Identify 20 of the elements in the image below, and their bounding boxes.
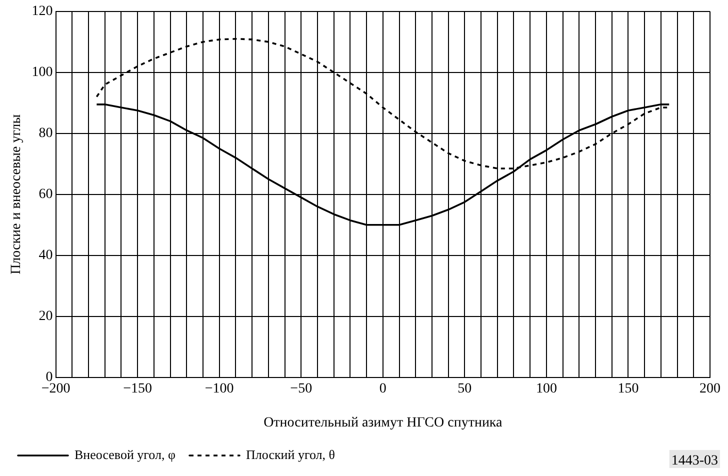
legend-label: Плоский угол, θ	[246, 446, 336, 462]
x-tick-label: −50	[290, 381, 312, 396]
y-tick-label: 40	[38, 248, 53, 264]
x-tick-label: 200	[700, 381, 720, 396]
x-tick-label: 100	[536, 381, 557, 396]
y-tick-label: 80	[38, 126, 53, 142]
x-tick-label: 150	[618, 381, 639, 396]
y-axis-title: Плоские и внеосевые углы	[9, 114, 24, 274]
y-tick-label: 20	[38, 309, 53, 324]
y-tick-label: 120	[32, 4, 53, 20]
text: 1443-03	[671, 454, 718, 469]
x-tick-label: −100	[204, 381, 234, 396]
legend-label: Внеосевой угол, φ	[74, 446, 176, 462]
x-tick-label: 50	[458, 381, 472, 396]
x-tick-label: −200	[41, 381, 70, 396]
y-tick-label: 60	[38, 187, 53, 202]
y-tick-label: 100	[32, 65, 53, 80]
x-tick-label: −150	[123, 381, 152, 396]
x-tick-label: 0	[379, 381, 386, 396]
x-axis-title: Относительный азимут НГСО спутника	[264, 415, 504, 430]
